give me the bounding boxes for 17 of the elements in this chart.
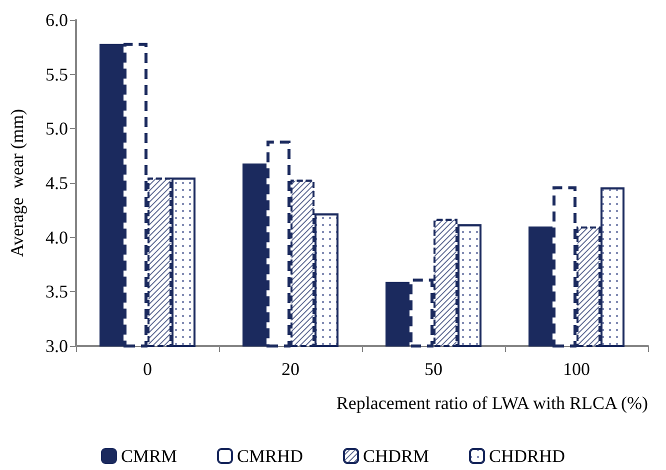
legend-label: CHDRM — [363, 446, 430, 466]
y-axis-title: Average wear (mm) — [7, 108, 27, 258]
y-tick-label: 4.0 — [46, 227, 68, 248]
legend-label: CMRHD — [236, 446, 304, 466]
x-axis-title: Replacement ratio of LWA with RLCA (%) — [336, 393, 648, 413]
x-tick-label: 0 — [143, 359, 152, 379]
y-tick-label: 5.0 — [46, 118, 68, 139]
legend-label: CHDRHD — [489, 446, 566, 466]
x-tick-label: 100 — [563, 359, 590, 379]
y-tick-label: 6.0 — [46, 10, 68, 30]
y-tick-label: 3.0 — [46, 336, 68, 356]
y-tick-label: 4.5 — [46, 173, 68, 193]
legend-label: CMRM — [120, 446, 177, 466]
y-tick-label: 5.5 — [46, 64, 68, 84]
x-tick-label: 50 — [424, 359, 442, 379]
x-tick-label: 20 — [282, 359, 300, 379]
y-tick-label: 3.5 — [46, 282, 68, 302]
